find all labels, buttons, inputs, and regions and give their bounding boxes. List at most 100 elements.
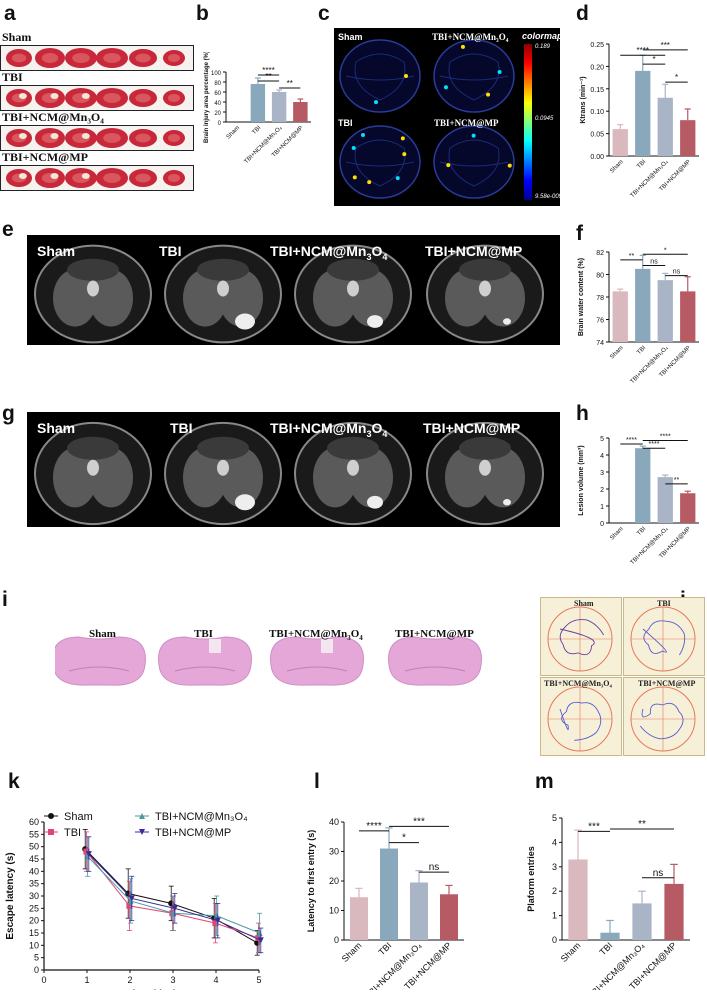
brain-map-contour: [448, 53, 500, 101]
mri-lesion: [367, 495, 383, 509]
g-label-sham: Sham: [37, 420, 76, 436]
mri-hemisphere: [219, 269, 263, 327]
panel-i-histology: Sham TBI TBI+NCM@Mn3O4 TBI+NCM@MP: [55, 615, 535, 695]
bar: [600, 932, 620, 940]
mri-ventricle: [217, 280, 229, 297]
panel-c-brain-maps: [339, 39, 515, 199]
brain-map: [433, 39, 515, 113]
j-label-sham: Sham: [574, 599, 594, 608]
y-tick-label: 55: [29, 829, 39, 839]
brain-slice-inner: [103, 133, 121, 143]
mri-ventricle: [87, 459, 99, 476]
data-point: [171, 905, 178, 912]
brain-slice-inner: [103, 173, 121, 183]
brain-map-contour: [439, 161, 509, 167]
bar: [632, 903, 652, 940]
mri-hemisphere: [53, 269, 97, 327]
panel-h-chart: 0 1 2 3 4 5 Lesion volume (mm³) Sham TBITBI+NCM@…: [578, 434, 699, 566]
significance-label: **: [629, 253, 635, 260]
bar: [680, 493, 696, 523]
bar: [271, 92, 287, 122]
x-tick-label: TBI: [636, 159, 647, 170]
e-label-mn3o4: TBI+NCM@Mn3O4: [270, 243, 388, 262]
brain-slice-inner: [135, 133, 151, 143]
mri-structure: [327, 258, 379, 281]
brain-map-contour: [345, 161, 415, 167]
swim-path: [639, 702, 684, 740]
significance-label: **: [265, 72, 271, 81]
brain-slice-inner: [72, 53, 90, 63]
mri-ventricle: [87, 280, 99, 297]
x-tick-label: Sham: [226, 125, 241, 140]
significance-label: ****: [366, 821, 382, 832]
panel-e-mri-images: [34, 244, 544, 344]
y-tick-label: 5: [34, 953, 39, 963]
significance-label: **: [638, 819, 646, 830]
y-tick-label: 0.20: [590, 64, 604, 71]
panel-k-label: k: [8, 770, 20, 793]
colormap-min: 9.58e-009: [535, 194, 563, 200]
signal-hotspot: [507, 163, 512, 168]
bar: [568, 859, 588, 940]
panel-b-label: b: [196, 2, 209, 25]
panel-f-chart: 74 76 78 80 82 Brain water content (%) Sham TBI…: [578, 247, 699, 385]
significance-label: **: [287, 79, 293, 88]
legend-marker: [48, 829, 54, 835]
mri-ventricle: [479, 280, 491, 297]
panel-h-label: h: [576, 402, 589, 425]
mri-hemisphere: [349, 269, 393, 327]
panel-l-label: l: [314, 770, 320, 793]
histology-structure: [174, 666, 236, 672]
signal-hotspot: [352, 175, 357, 180]
signal-hotspot: [446, 163, 451, 168]
panel-a-slices: [6, 128, 185, 148]
legend-label: TBI+NCM@Mn₃O₄: [155, 811, 248, 823]
panel-g-mri: Sham TBI TBI+NCM@Mn3O4 TBI+NCM@MP: [27, 412, 560, 527]
bar: [440, 894, 458, 940]
colormap-bar: [524, 44, 532, 200]
x-tick-label: TBI: [597, 940, 614, 957]
signal-hotspot: [395, 176, 400, 181]
bar: [410, 882, 428, 940]
bar: [664, 883, 684, 940]
signal-hotspot: [460, 44, 465, 49]
panel-k-chart: 051015202530354045505560012345Time (day)…: [5, 811, 264, 990]
mri-ventricle: [347, 459, 359, 476]
y-axis-label: Latency to first entry (s): [306, 830, 316, 933]
y-tick-label: 80: [596, 273, 604, 280]
y-tick-label: 0: [218, 121, 222, 127]
g-label-mp: TBI+NCM@MP: [423, 420, 521, 436]
mri-hemisphere: [445, 269, 489, 327]
data-point: [126, 902, 133, 909]
brain-map-contour: [345, 75, 415, 81]
histology-section: [55, 636, 146, 686]
legend-marker: [139, 813, 145, 819]
lesion-area: [18, 93, 27, 99]
y-tick-label: 0.00: [590, 154, 604, 161]
y-tick-label: 50: [29, 842, 39, 852]
panel-m-label: m: [535, 770, 554, 793]
significance-label: ****: [649, 441, 660, 448]
mri-hemisphere: [89, 269, 133, 327]
histology-lesion: [209, 639, 221, 653]
g-label-tbi: TBI: [170, 420, 193, 436]
bar: [612, 129, 628, 156]
significance-label: ****: [262, 66, 274, 75]
signal-hotspot: [404, 74, 408, 78]
significance-label: ****: [660, 434, 671, 441]
bar: [250, 84, 266, 122]
signal-hotspot: [367, 180, 372, 185]
y-tick-label: 0.15: [590, 87, 604, 94]
legend-marker: [48, 813, 54, 819]
panel-a-slices: [6, 168, 185, 188]
brain-slice-inner: [11, 53, 27, 63]
c-label-mp: TBI+NCM@MP: [434, 118, 499, 128]
brain-slice-inner: [167, 174, 181, 182]
significance-label: ***: [588, 821, 600, 832]
y-tick-label: 3: [600, 470, 604, 477]
panel-c-label: c: [318, 2, 330, 25]
y-tick-label: 1: [552, 911, 557, 921]
y-tick-label: 76: [596, 318, 604, 325]
x-tick-label: TBI+NCM@Mn₃O₄: [630, 345, 670, 385]
x-tick-label: 3: [170, 975, 175, 985]
